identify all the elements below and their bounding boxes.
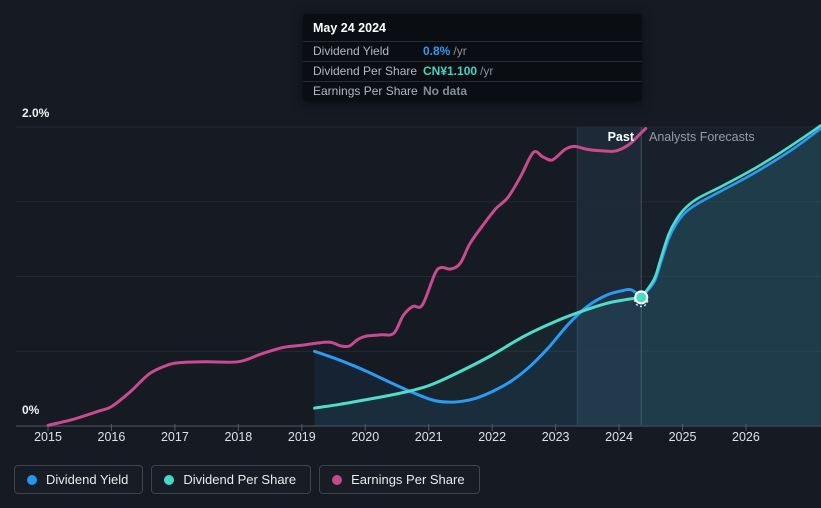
dividend-per-share-past-area: [314, 297, 642, 426]
legend-label: Earnings Per Share: [351, 472, 465, 487]
x-axis-label-2017: 2017: [160, 430, 189, 444]
dividend-yield-past-line[interactable]: [313, 287, 643, 404]
tooltip-row-label: Dividend Yield: [313, 44, 390, 58]
marker-dashed-ring: [634, 299, 649, 308]
dividend-yield-past-area: [314, 289, 642, 426]
tooltip-row-unit: /yr: [480, 64, 494, 78]
x-axis-label-2019: 2019: [287, 430, 316, 444]
y-axis-label-top: 2.0%: [22, 106, 50, 120]
chart-canvas: [16, 124, 821, 431]
tooltip-row-value: No data: [423, 84, 468, 98]
x-axis-label-2020: 2020: [351, 430, 380, 444]
tooltip-row-unit: /yr: [453, 44, 467, 58]
legend-label: Dividend Yield: [46, 472, 129, 487]
legend-chip-earnings-per-share[interactable]: Earnings Per Share: [319, 465, 480, 494]
x-axis-label-2023: 2023: [541, 430, 570, 444]
chart-tooltip: May 24 2024 Dividend Yield 0.8%/yr Dividen…: [303, 14, 642, 101]
legend-color-dot: [164, 474, 175, 485]
past-zone-label: Past: [607, 130, 634, 144]
x-axis-label-2025: 2025: [668, 430, 697, 444]
x-axis-label-2026: 2026: [732, 430, 760, 444]
tooltip-date: May 24 2024: [313, 21, 386, 35]
dividend-per-share-forecast-line[interactable]: [640, 124, 821, 299]
hover-marker-dot[interactable]: [634, 290, 649, 305]
legend-chip-dividend-per-share[interactable]: Dividend Per Share: [151, 465, 312, 494]
dividend-per-share-forecast-area: [641, 125, 821, 426]
tooltip-row-value: CN¥1.100: [423, 64, 478, 78]
x-axis-label-2016: 2016: [97, 430, 126, 444]
x-axis-label-2021: 2021: [414, 430, 443, 444]
dividend-per-share-past-line[interactable]: [313, 295, 643, 410]
tooltip-row: Dividend Yield 0.8%/yr: [303, 41, 642, 61]
x-axis-label-2018: 2018: [224, 430, 253, 444]
tooltip-row-label: Earnings Per Share: [313, 84, 418, 98]
legend-color-dot: [27, 474, 37, 485]
x-axis-label-2024: 2024: [605, 430, 633, 444]
tooltip-row-label: Dividend Per Share: [313, 64, 418, 78]
dividend-yield-forecast-area: [641, 128, 821, 426]
legend-color-dot: [332, 474, 343, 485]
earnings-per-share-line[interactable]: [46, 127, 648, 427]
legend-label: Dividend Per Share: [183, 472, 297, 487]
chart-legend: Dividend Yield Dividend Per Share Earnings…: [14, 465, 480, 494]
tooltip-row: Dividend Per Share CN¥1.100/yr: [303, 61, 642, 81]
tooltip-row-value: 0.8%: [423, 44, 451, 58]
x-axis-label-2022: 2022: [478, 430, 507, 444]
forecast-zone-label: Analysts Forecasts: [649, 130, 755, 144]
y-axis-label-bottom: 0%: [22, 403, 40, 417]
x-axis-label-2015: 2015: [34, 430, 62, 444]
legend-chip-dividend-yield[interactable]: Dividend Yield: [14, 465, 144, 494]
tooltip-row: Earnings Per Share No data: [303, 81, 642, 101]
